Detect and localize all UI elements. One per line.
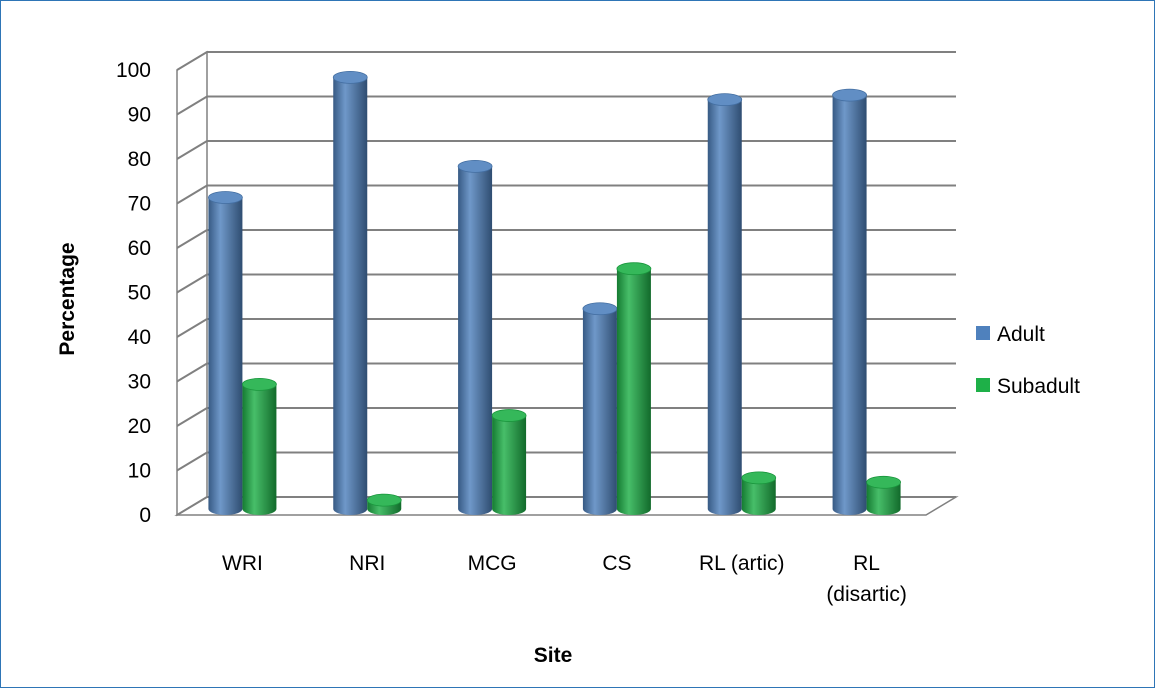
gridline — [176, 229, 956, 249]
gridline — [176, 318, 956, 338]
bar-top — [707, 93, 743, 106]
y-tick-label: 10 — [128, 460, 151, 483]
x-tick-label: MCG — [468, 552, 517, 575]
bar-top — [242, 377, 277, 391]
bar-body — [832, 95, 867, 516]
gridline — [176, 140, 956, 160]
bar-adult-3 — [582, 302, 618, 515]
bar-top — [741, 471, 777, 485]
y-axis-title: Percentage — [56, 242, 79, 355]
y-tick-label: 90 — [128, 104, 151, 127]
gridline — [176, 496, 956, 516]
legend-label: Subadult — [997, 375, 1080, 398]
bar-body — [492, 415, 527, 515]
legend-swatch — [976, 326, 990, 340]
bar-body — [208, 197, 243, 515]
gridline — [176, 362, 956, 383]
legend-swatch — [976, 378, 990, 392]
bar-subadult-2 — [491, 409, 527, 515]
y-tick-label: 100 — [116, 59, 151, 82]
bar-adult-2 — [457, 159, 493, 515]
bar-adult-4 — [707, 93, 743, 515]
x-tick-label: RL (disartic) — [826, 552, 907, 606]
bar-top — [866, 475, 901, 489]
bar-body — [616, 268, 651, 515]
bar-adult-1 — [332, 70, 368, 515]
x-tick-label: WRI — [222, 552, 263, 575]
x-tick-label: RL (artic) — [699, 552, 785, 575]
gridline — [176, 51, 956, 71]
gridline — [176, 451, 956, 472]
bar-top — [616, 262, 652, 276]
y-tick-label: 40 — [128, 326, 151, 349]
y-tick-label: 20 — [128, 415, 151, 438]
x-tick-label: NRI — [349, 552, 385, 575]
legend: Adult Subadult — [976, 323, 1080, 398]
bar-top — [491, 409, 527, 422]
bar-top — [332, 70, 368, 84]
y-tick-label: 30 — [128, 371, 151, 394]
bar-subadult-1 — [366, 493, 402, 515]
bar-body — [333, 77, 368, 515]
x-axis-title: Site — [534, 644, 573, 667]
y-tick-label: 70 — [128, 193, 151, 216]
bar-subadult-3 — [616, 262, 652, 515]
bar-top — [457, 159, 493, 173]
bar-body — [866, 482, 901, 515]
bar-adult-5 — [832, 88, 867, 516]
bar-top — [366, 493, 402, 507]
bar-subadult-5 — [866, 475, 901, 515]
gridline — [176, 407, 956, 427]
x-tick-label: CS — [602, 552, 631, 575]
bar-top — [582, 302, 618, 316]
bar-body — [242, 384, 277, 515]
y-tick-label: 50 — [128, 282, 151, 305]
bar-body — [458, 166, 493, 515]
bar-top — [832, 88, 867, 102]
bar-body — [741, 477, 776, 515]
legend-label: Adult — [997, 323, 1045, 346]
bar-subadult-4 — [741, 471, 777, 515]
bar-subadult-0 — [242, 377, 277, 515]
bar-body — [707, 99, 742, 515]
y-tick-label: 0 — [139, 504, 151, 527]
gridline — [176, 273, 956, 294]
bar-top — [208, 191, 243, 204]
bar-body — [582, 308, 617, 515]
gridline — [176, 184, 956, 205]
gridline — [176, 95, 956, 116]
bar-adult-0 — [208, 191, 243, 515]
y-tick-label: 80 — [128, 148, 151, 171]
y-tick-label: 60 — [128, 237, 151, 260]
